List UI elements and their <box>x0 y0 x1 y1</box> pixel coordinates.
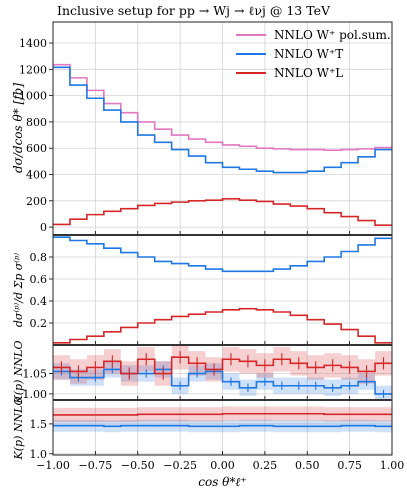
x-tick-label: −0.25 <box>163 459 197 472</box>
y-tick-label: 0.8 <box>30 251 48 264</box>
legend-entry: NNLO W⁺ pol.sum. <box>274 28 391 42</box>
y-tick-label: 1000 <box>19 90 47 103</box>
panel-plot-area <box>53 345 392 400</box>
series-line-nnlowt <box>53 236 392 273</box>
y-tick-label: 0 <box>40 221 47 234</box>
y-tick-label: 0.6 <box>30 273 48 286</box>
y-tick-label: 0.4 <box>30 295 48 308</box>
series-line-nnlowpolsum <box>53 63 392 151</box>
series-line-nnlowt <box>53 66 392 174</box>
series-line-nnlowt <box>53 424 392 428</box>
y-tick-label: 800 <box>26 116 47 129</box>
y-axis-label: K(p) NNLO <box>12 397 25 461</box>
x-tick-label: 1.00 <box>380 459 405 472</box>
series-line-nnlowl <box>53 412 392 416</box>
y-tick-label: 1400 <box>19 37 47 50</box>
panel-plot-area <box>53 236 392 344</box>
series-line-nnlowl <box>53 198 392 226</box>
y-axis-label: dσ⁽ᵖ⁾/d Σp σ⁽ᵖ⁾ <box>12 253 25 328</box>
x-tick-label: −0.75 <box>79 459 113 472</box>
y-tick-label: 400 <box>26 169 47 182</box>
y-tick-label: 1.05 <box>23 368 48 381</box>
x-tick-label: 0.00 <box>210 459 235 472</box>
panel-3: 1.00 1.05 <box>23 344 393 401</box>
y-tick-label: 600 <box>26 142 47 155</box>
legend-entry: NNLO W⁺T <box>274 47 343 61</box>
x-axis-label: cos θ*ℓ⁺ <box>198 475 246 489</box>
x-tick-label: 0.75 <box>337 459 362 472</box>
panel-2: 0.2 0.4 0.6 0.8 <box>30 234 393 346</box>
y-axis-label: K(p) NNLO <box>12 341 25 405</box>
y-tick-label: 1.5 <box>30 418 48 431</box>
panel-plot-area <box>53 63 392 226</box>
x-tick-label: −0.50 <box>121 459 155 472</box>
x-tick-label: 0.25 <box>253 459 278 472</box>
x-tick-label: 0.50 <box>295 459 320 472</box>
chart-title: Inclusive setup for pp → Wj → ℓνj @ 13 T… <box>57 3 331 18</box>
y-tick-label: 1200 <box>19 63 47 76</box>
legend: NNLO W⁺ pol.sum. NNLO W⁺T NNLO W⁺L <box>236 28 391 80</box>
legend-entry: NNLO W⁺L <box>274 66 343 80</box>
y-tick-label: 0.2 <box>30 317 48 330</box>
y-axis-label: dσ/dcos θ* [fb] <box>11 83 25 173</box>
y-tick-label: 1.00 <box>23 388 48 401</box>
panel-1: 0 200 400 600 800 1000 1200 1400 <box>19 21 393 236</box>
series-line-nnlowt <box>53 368 392 395</box>
x-tick-label: −1.00 <box>36 459 70 472</box>
panel-4: 1.0 1.5 <box>30 399 393 461</box>
y-tick-label: 1.0 <box>30 448 48 461</box>
y-tick-label: 200 <box>26 195 47 208</box>
panel-plot-area <box>53 406 392 433</box>
series-line-nnlowl <box>53 307 392 344</box>
